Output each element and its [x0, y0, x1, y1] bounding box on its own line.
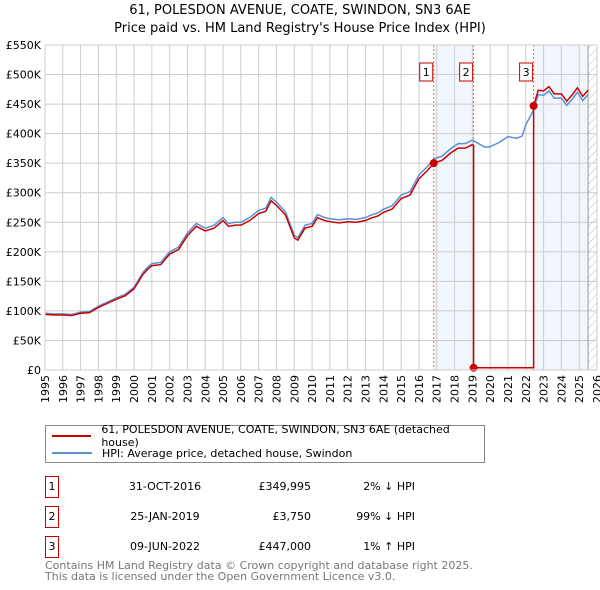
- x-tick-label: 2011: [324, 375, 337, 403]
- plot-area: 1995 1996 1997 1998 1999 2000 2001 2002 2003 2004…: [6, 39, 600, 403]
- sale-label: 2: [463, 66, 470, 79]
- sale-hpi-diff: 1% ↑ HPI: [363, 540, 415, 553]
- x-tick-label: 2015: [395, 375, 408, 403]
- legend-label: 61, POLESDON AVENUE, COATE, SWINDON, SN3…: [101, 423, 450, 449]
- x-tick-label: 1996: [57, 375, 70, 403]
- y-tick-label: £200K: [6, 246, 42, 259]
- sale-date: 31-OCT-2016: [128, 480, 202, 493]
- x-tick-label: 2001: [146, 375, 159, 403]
- property-price-line: [44, 85, 589, 369]
- footer-licence: This data is licensed under the Open Gov…: [45, 570, 396, 583]
- legend-label: HPI: Average price, detached house, Swin…: [102, 446, 353, 460]
- x-tick-label: 2012: [342, 375, 355, 403]
- x-tick-label: 1995: [39, 375, 52, 403]
- x-tick-label: 2008: [270, 375, 283, 403]
- sale-price: £3,750: [272, 510, 312, 523]
- x-tick-label: 2018: [449, 375, 462, 403]
- shaded-period-1: [433, 45, 474, 370]
- chart-subtitle: Price paid vs. HM Land Registry's House …: [114, 21, 486, 36]
- x-tick-label: 2024: [555, 375, 568, 403]
- sale-date: 25-JAN-2019: [130, 510, 200, 523]
- x-tick-label: 2007: [253, 375, 266, 403]
- x-tick-label: 2003: [181, 375, 194, 403]
- sale-label-box: [519, 62, 534, 82]
- sale-hpi-diff: 2% ↓ HPI: [363, 480, 415, 493]
- x-tick-label: 1999: [110, 375, 123, 403]
- y-tick-label: £400K: [6, 128, 42, 141]
- x-tick-label: 2023: [538, 375, 551, 403]
- y-tick-label: £50K: [13, 334, 42, 347]
- sale-price: £447,000: [258, 540, 312, 553]
- x-tick-label: 2020: [484, 375, 497, 403]
- x-tick-label: 2009: [288, 375, 301, 403]
- sale-point: [429, 159, 438, 168]
- footer: Contains HM Land Registry data © Crown c…: [45, 560, 473, 582]
- sale-price: £349,995: [258, 480, 312, 493]
- x-tick-label: 1997: [75, 375, 88, 403]
- x-tick-label: 2006: [235, 375, 248, 403]
- x-tick-label: 2004: [199, 375, 212, 403]
- future-hatch: [588, 45, 597, 370]
- x-tick-label: 2025: [573, 375, 586, 403]
- y-tick-label: £150K: [6, 275, 42, 288]
- x-tick-label: 2022: [520, 375, 533, 403]
- x-tick-label: 2014: [377, 375, 390, 403]
- sale-label: 3: [523, 66, 530, 79]
- y-tick-label: £350K: [6, 157, 42, 170]
- sale-row: 3 09-JUN-2022 £447,000 1% ↑ HPI: [45, 536, 600, 558]
- sale-row: 1 31-OCT-2016 £349,995 2% ↓ HPI: [45, 476, 600, 498]
- y-tick-label: £250K: [6, 216, 42, 229]
- sale-label-box: [459, 62, 474, 82]
- y-tick-label: £300K: [6, 187, 42, 200]
- x-tick-label: 2010: [306, 375, 319, 403]
- sale-marker-badge: 3: [45, 536, 59, 558]
- sale-marker-badge: 1: [45, 476, 59, 498]
- legend-item-hpi: HPI: Average price, detached house, Swin…: [52, 445, 352, 461]
- legend-swatch-blue: [52, 452, 92, 454]
- y-tick-label: £550K: [6, 39, 42, 52]
- x-tick-label: 2017: [431, 375, 444, 403]
- y-tick-label: £500K: [6, 69, 42, 82]
- sale-marker-badge: 2: [45, 506, 59, 528]
- y-tick-label: £450K: [6, 98, 42, 111]
- plot-border: [44, 44, 598, 371]
- sale-row: 2 25-JAN-2019 £3,750 99% ↓ HPI: [45, 506, 600, 528]
- y-tick-label: £0: [27, 364, 41, 377]
- hpi-line: [44, 90, 589, 316]
- sale-date: 09-JUN-2022: [129, 540, 201, 553]
- x-tick-label: 2002: [164, 375, 177, 403]
- x-tick-label: 2000: [128, 375, 141, 403]
- x-tick-label: 2013: [360, 375, 373, 403]
- legend-item-property: 61, POLESDON AVENUE, COATE, SWINDON, SN3…: [52, 423, 484, 449]
- footer-copyright: Contains HM Land Registry data © Crown c…: [45, 559, 473, 572]
- x-tick-label: 2026: [591, 375, 600, 403]
- sale-point: [469, 363, 478, 372]
- x-tick-label: 2005: [217, 375, 230, 403]
- legend: 61, POLESDON AVENUE, COATE, SWINDON, SN3…: [45, 423, 485, 463]
- chart-title: 61, POLESDON AVENUE, COATE, SWINDON, SN3…: [129, 3, 471, 18]
- sale-point: [529, 101, 538, 110]
- sale-label-box: [419, 62, 434, 82]
- x-tick-label: 2021: [502, 375, 515, 403]
- sale-label: 1: [423, 66, 430, 79]
- x-tick-label: 1998: [92, 375, 105, 403]
- x-tick-label: 2016: [413, 375, 426, 403]
- x-tick-label: 2019: [466, 375, 479, 403]
- sale-hpi-diff: 99% ↓ HPI: [356, 510, 415, 523]
- legend-swatch-red: [52, 435, 92, 437]
- y-tick-label: £100K: [6, 305, 42, 318]
